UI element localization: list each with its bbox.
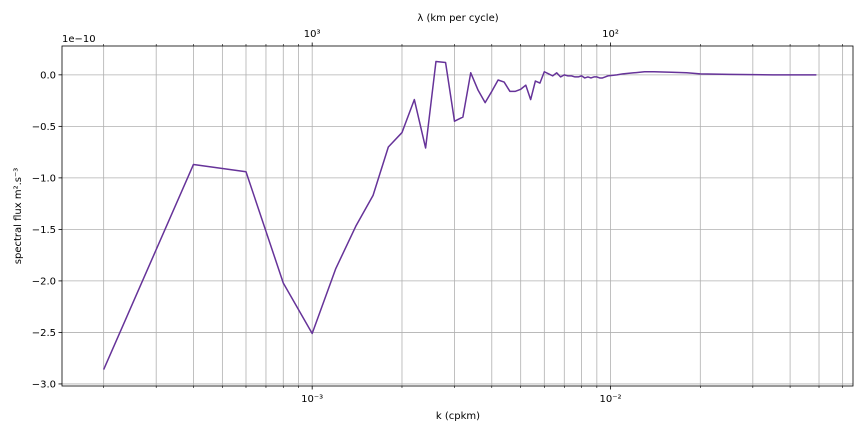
- top-x-tick-label: 10²: [602, 29, 619, 40]
- major-ticks: 0.0 −0.5 −1.0 −1.5 −2.0 −2.5 −3.0 10⁻³ 10⁻² 10³ 10…: [32, 29, 622, 405]
- y-tick-label: −2.5: [32, 328, 56, 339]
- minor-ticks: [103, 44, 843, 388]
- y-offset-label: 1e−10: [62, 34, 96, 45]
- y-tick-label: −3.0: [32, 379, 56, 390]
- y-tick-label: −1.0: [32, 173, 56, 184]
- top-x-axis-label: λ (km per cycle): [417, 13, 498, 24]
- x-tick-label: 10⁻²: [599, 394, 621, 405]
- y-axis-label: spectral flux m².s⁻³: [13, 168, 24, 264]
- grid: [62, 46, 853, 386]
- x-tick-label: 10⁻³: [301, 394, 323, 405]
- series-line: [102, 60, 817, 370]
- top-x-tick-label: 10³: [304, 29, 321, 40]
- y-tick-label: 0.0: [40, 70, 56, 81]
- y-tick-label: −1.5: [32, 225, 56, 236]
- x-axis-label: k (cpkm): [436, 411, 480, 422]
- plot-frame: [61, 45, 854, 387]
- series-layer: [102, 60, 817, 370]
- y-tick-label: −2.0: [32, 276, 56, 287]
- y-tick-label: −0.5: [32, 122, 56, 133]
